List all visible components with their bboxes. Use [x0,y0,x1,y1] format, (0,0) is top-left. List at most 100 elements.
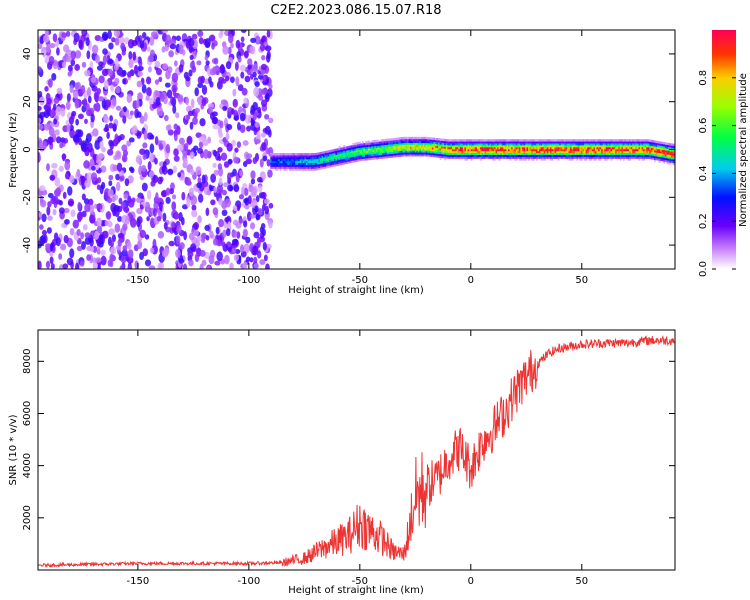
spectrogram-cell [270,154,273,158]
spectrogram-cell [74,50,82,59]
spectrogram-cell [363,150,366,154]
spectrogram-cell [438,138,440,141]
spectrogram-cell [565,156,568,159]
spectrogram-cell [391,138,394,141]
spectrogram-cell [285,153,288,156]
spectrogram-cell [608,144,611,148]
spectrogram-cell [177,144,184,152]
spectrogram-cell [532,141,535,144]
spectrogram-cell [525,152,527,156]
spectrogram-cell [671,149,673,152]
spectrogram-cell [337,153,339,157]
spectrogram-cell [226,172,232,182]
spectrogram-cell [504,150,507,154]
spectrogram-cell [649,139,652,142]
spectrogram-cell [520,158,523,161]
spectrogram-cell [290,162,293,166]
spectrogram-cell [383,138,386,142]
spectrogram-cell [212,238,219,246]
spectrogram-cell [312,154,314,158]
spectrogram-cell [514,154,516,157]
spectrogram-cell [501,139,504,142]
spectrogram-cell [243,97,248,104]
spectrogram-cell [332,153,335,156]
spectrogram-cell [562,154,565,157]
spectrogram-cell [517,139,520,142]
spectrogram-cell [288,160,291,164]
spectrogram-cell [456,154,459,157]
spectrogram-cell [302,164,305,167]
spectrogram-cell [293,162,296,166]
spectrogram-cell [397,152,400,156]
spectrogram-cell [515,144,518,148]
spectrogram-cell [526,143,529,146]
spectrogram-cell [582,154,585,157]
spectrogram-cell [237,55,242,63]
spectrogram-cell [607,152,610,156]
spectrogram-cell [279,164,282,167]
spectrogram-cell [100,249,106,256]
spectrogram-cell [240,244,244,253]
spectrogram-cell [433,139,436,142]
spectrogram-cell [501,154,504,157]
spectrogram-cell [193,145,199,151]
spectrogram-cell [87,142,93,153]
spectrogram-cell [157,176,163,185]
spectrogram-cell [197,215,202,224]
spectrogram-cell [529,144,532,148]
spectrogram-cell [293,168,296,171]
spectrogram-cell [42,35,50,43]
spectrogram-cell [172,86,177,97]
spectrogram-cell [83,160,90,169]
spectrogram-cell [562,152,565,156]
spectrogram-cell [61,222,67,228]
spectrogram-cell [523,156,526,159]
spectrogram-cell [487,150,490,154]
spectrogram-cell [529,146,532,150]
spectrogram-cell [67,71,72,77]
spectrogram-cell [219,120,224,129]
spectrogram-cell [127,71,132,78]
spectrogram-cell [109,253,114,263]
spectrogram-cell [374,139,377,143]
spectrogram-cell [400,140,403,144]
spectrogram-cell [518,154,521,157]
spectrogram-cell [643,154,645,157]
spectrogram-cell [461,156,464,159]
spectrogram-cell [77,113,84,120]
spectrogram-cell [208,254,215,265]
spectrogram-cell [495,152,498,156]
spectrogram-cell [388,144,391,147]
spectrogram-cell [619,158,622,161]
spectrogram-cell [309,162,311,166]
spectrogram-cell [327,161,330,165]
spectrogram-cell [464,150,467,154]
spectrogram-cell [239,64,246,72]
spectrogram-cell [507,141,510,144]
spectrogram-cell [304,162,307,166]
spectrogram-cell [89,214,95,224]
spectrogram-cell [635,152,638,156]
spectrogram-cell [479,150,482,154]
spectrogram-cell [500,148,502,152]
spectrogram-cell [102,55,107,66]
spectrogram-cell [251,186,257,196]
spectrogram-cell [307,164,310,167]
spectrogram-cell [598,158,600,161]
spectrogram-cell [190,98,195,109]
spectrogram-cell [411,136,414,140]
y-tick-label: 20 [22,95,33,108]
spectrogram-cell [539,143,541,146]
spectrogram-cell [363,152,366,156]
spectrogram-cell [84,69,91,77]
spectrogram-cell [186,135,193,145]
spectrogram-cell [309,160,311,164]
spectrogram-cell [271,166,274,169]
spectrogram-cell [436,141,439,145]
spectrogram-cell [582,148,585,152]
spectrogram-cell [608,139,611,142]
spectrogram-cell [442,148,445,151]
spectrogram-cell [375,143,378,147]
spectrogram-cell [509,146,512,150]
spectrogram-cell [72,219,79,229]
